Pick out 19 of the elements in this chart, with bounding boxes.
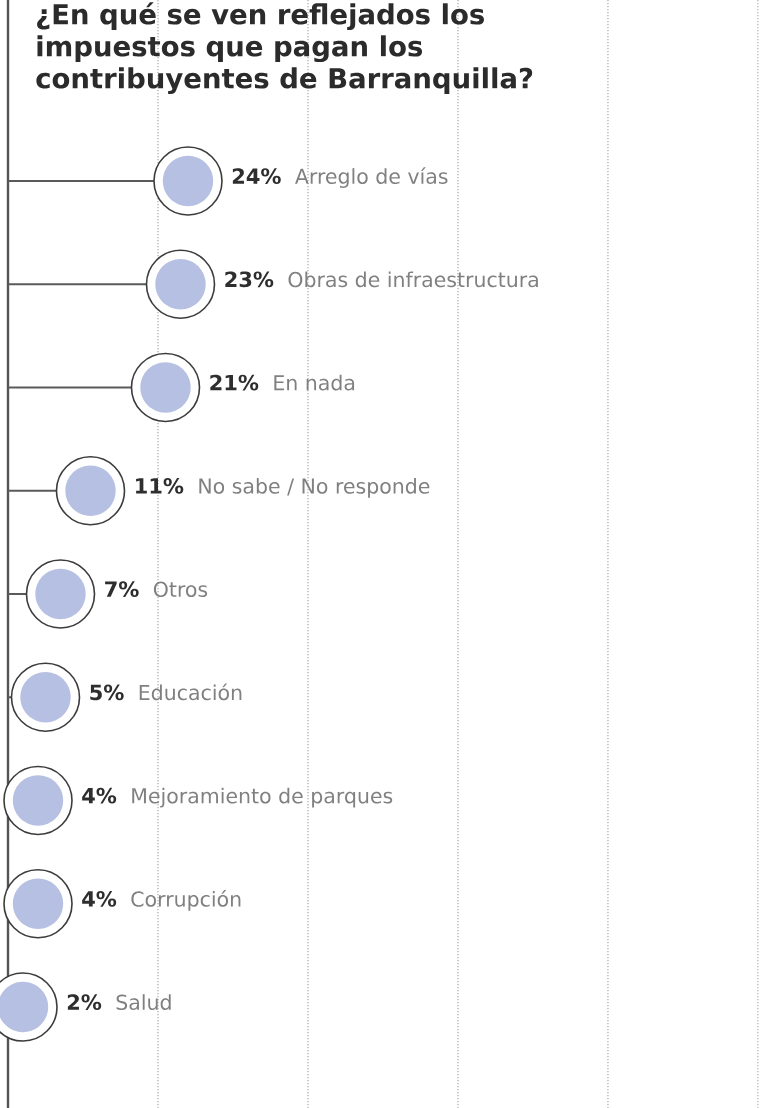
data-label: 23% [225,271,274,288]
data-label: 11% [136,477,184,494]
y-tick-label: No sabe / No responde [199,477,430,498]
y-tick-label: Otros [153,581,208,598]
data-label: 7% [105,581,139,598]
data-label: 24% [232,168,281,185]
y-tick-label: Obras de infraestructura [288,271,538,288]
y-tick-label: Salud [116,994,171,1011]
chart-title: ¿En qué se ven reflejados los impuestos que pagan los contribuyentes de Barranquilla? [36,2,533,95]
y-tick-label: En nada [274,374,355,391]
data-label: 4% [82,787,117,804]
y-tick-label: Educación [139,683,242,701]
y-tick-label: Mejoramiento de parques [132,787,393,808]
data-label: 21% [210,374,259,391]
data-label: 5% [90,684,124,701]
y-tick-label: Arreglo de vías [295,167,448,188]
data-label: 4% [82,890,117,907]
y-tick-label: Corrupción [131,890,241,911]
data-label: 2% [67,994,102,1011]
